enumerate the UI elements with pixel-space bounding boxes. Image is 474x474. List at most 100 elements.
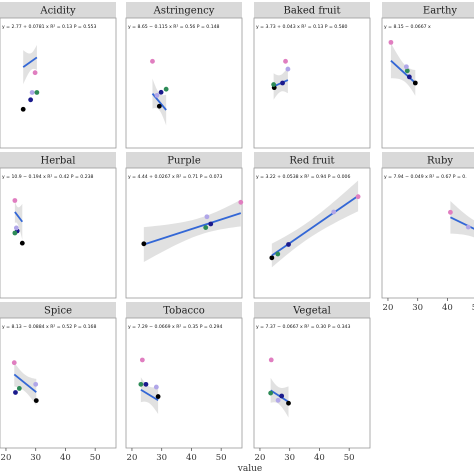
- x-tick-label: 20: [383, 303, 394, 313]
- x-tick-label: 30: [156, 453, 167, 463]
- regression-line: [13, 373, 37, 393]
- data-point: [20, 106, 26, 112]
- strip-spice: [0, 302, 116, 318]
- plot-inner: [390, 43, 416, 96]
- regression-equation: y = 7.94 − 0.049 x R² = 0.67 P = 0.: [384, 174, 467, 180]
- data-point: [283, 58, 288, 64]
- x-tick-label: 40: [314, 453, 325, 463]
- data-point: [13, 390, 18, 395]
- data-point: [33, 381, 39, 387]
- data-point: [448, 209, 453, 215]
- plot-area: [381, 17, 474, 149]
- data-point: [155, 394, 161, 399]
- regression-equation: y = 8.15 − 0.0667 x: [384, 24, 431, 30]
- panel-earthy: Earthy y = 8.15 − 0.0667 x: [381, 2, 474, 149]
- strip-label: Tobacco: [163, 306, 205, 317]
- data-point: [406, 74, 412, 80]
- strip-ruby: [382, 152, 474, 168]
- data-point: [156, 103, 162, 109]
- regression-line: [271, 195, 359, 257]
- data-point: [33, 398, 39, 404]
- data-point: [275, 251, 281, 257]
- panel-ruby: Ruby y = 7.94 − 0.049 x R² = 0.67 P = 0.: [381, 152, 474, 299]
- regression-line: [22, 56, 38, 68]
- strip-purple: [126, 152, 242, 168]
- x-tick-label: 50: [344, 453, 355, 463]
- strip-label: Ruby: [427, 156, 453, 167]
- plot-area: [0, 167, 117, 299]
- confidence-band: [23, 44, 37, 85]
- panels-layer: Acidity y = 2.77 + 0.0781 x R² = 0.13 P =…: [0, 2, 474, 449]
- strip-vegetal: [254, 302, 370, 318]
- strip-astringency: [126, 2, 242, 18]
- x-tick-label: 50: [472, 303, 474, 313]
- x-tick-label: 20: [127, 453, 138, 463]
- data-point: [143, 381, 149, 387]
- x-tick-label: 40: [186, 453, 197, 463]
- data-point: [153, 384, 159, 390]
- regression-line: [14, 211, 24, 223]
- data-point: [238, 199, 244, 205]
- plot-inner: [143, 199, 242, 262]
- regression-equation: y = 3.22 + 0.0538 x R² = 0.94 P = 0.006: [256, 174, 350, 180]
- regression-equation: y = 3.73 + 0.043 x R² = 0.13 P = 0.580: [256, 24, 348, 30]
- confidence-band: [270, 377, 289, 418]
- data-point: [286, 242, 291, 247]
- strip-acidity: [0, 2, 116, 18]
- regression-equation: y = 7.29 − 0.0669 x R² = 0.35 P = 0.294: [128, 324, 222, 330]
- data-point: [412, 80, 418, 86]
- panel-tobacco: Tobacco y = 7.29 − 0.0669 x R² = 0.35 P =…: [125, 302, 243, 449]
- strip-red-fruit: [254, 152, 370, 168]
- data-point: [32, 70, 38, 76]
- strip-label: Red fruit: [289, 156, 334, 167]
- regression-line: [140, 388, 159, 402]
- panel-acidity: Acidity y = 2.77 + 0.0781 x R² = 0.13 P =…: [0, 2, 117, 149]
- plot-inner: [271, 180, 359, 268]
- strip-label: Spice: [44, 306, 72, 317]
- data-point: [465, 224, 471, 230]
- data-point: [269, 255, 275, 261]
- x-tick-label: 50: [90, 453, 101, 463]
- strip-tobacco: [126, 302, 242, 318]
- strip-label: Purple: [167, 156, 201, 167]
- regression-equation: y = 7.37 − 0.0667 x R² = 0.30 P = 0.343: [256, 324, 350, 330]
- data-point: [404, 68, 410, 74]
- plot-inner: [14, 201, 24, 240]
- plot-area: [0, 17, 117, 149]
- plot-area: [125, 17, 243, 149]
- regression-equation: y = 8.13 − 0.0884 x R² = 0.52 P = 0.168: [2, 324, 96, 330]
- x-tick-label: 50: [216, 453, 227, 463]
- data-point: [268, 357, 274, 363]
- data-point: [11, 360, 17, 366]
- regression-equation: y = 4.44 + 0.0267 x R² = 0.71 P = 0.073: [128, 174, 222, 180]
- data-point: [13, 225, 19, 231]
- strip-label: Earthy: [423, 6, 458, 17]
- regression-equation: y = 2.77 + 0.0781 x R² = 0.13 P = 0.553: [2, 24, 96, 30]
- data-point: [12, 198, 18, 203]
- x-tick-label: 40: [60, 453, 71, 463]
- data-point: [163, 86, 169, 92]
- panel-herbal: Herbal y = 10.9 − 0.194 x R² = 0.42 P = 0…: [0, 152, 117, 299]
- x-axis-title: value: [237, 464, 262, 474]
- confidence-band: [271, 180, 359, 268]
- x-tick-label: 30: [412, 303, 423, 313]
- plot-inner: [13, 362, 37, 406]
- data-point: [16, 386, 22, 391]
- data-point: [271, 82, 277, 87]
- panel-purple: Purple y = 4.44 + 0.0267 x R² = 0.71 P = …: [125, 152, 244, 299]
- regression-equation: y = 10.9 − 0.194 x R² = 0.42 P = 0.238: [2, 174, 94, 180]
- data-point: [29, 90, 35, 95]
- data-point: [12, 230, 18, 236]
- plot-inner: [22, 44, 38, 85]
- data-point: [403, 64, 409, 70]
- data-point: [34, 90, 40, 95]
- data-point: [139, 357, 145, 363]
- x-tick-label: 20: [255, 453, 266, 463]
- data-point: [158, 89, 164, 95]
- strip-label: Herbal: [41, 156, 76, 167]
- panel-astringency: Astringency y = 8.65 − 0.115 x R² = 0.56 …: [125, 2, 243, 149]
- regression-equation: y = 8.65 − 0.115 x R² = 0.56 P = 0.148: [128, 24, 220, 30]
- plot-area: [253, 17, 371, 149]
- confidence-band: [143, 199, 241, 262]
- x-axis-layer: 20 30 40 50 20 30 40 50 20 30 40 50 20 30 40 50: [1, 298, 474, 463]
